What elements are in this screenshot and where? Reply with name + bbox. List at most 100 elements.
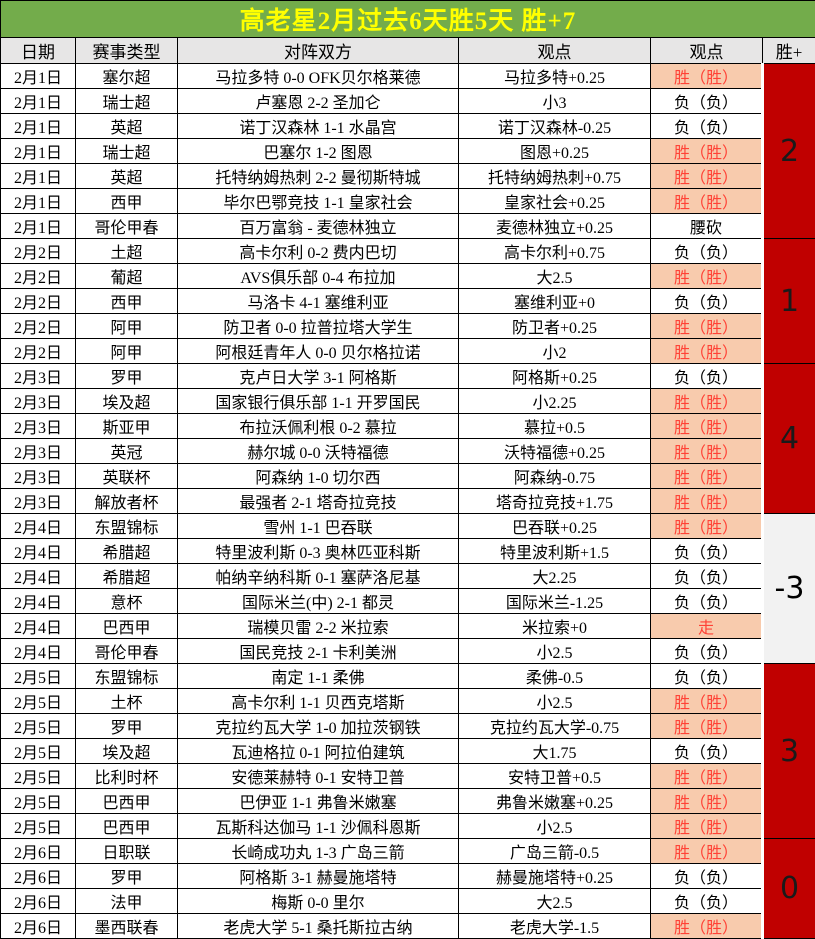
league-cell: 意杯 <box>76 589 178 614</box>
date-cell: 2月6日 <box>1 914 76 939</box>
match-cell: 长崎成功丸 1-3 广岛三箭 <box>178 839 459 864</box>
result-cell: 胜（胜） <box>651 514 763 539</box>
league-cell: 希腊超 <box>76 539 178 564</box>
date-cell: 2月4日 <box>1 564 76 589</box>
result-cell: 胜（胜） <box>651 189 763 214</box>
date-cell: 2月1日 <box>1 64 76 89</box>
league-cell: 斯亚甲 <box>76 414 178 439</box>
result-cell: 胜（胜） <box>651 339 763 364</box>
result-cell: 胜（胜） <box>651 389 763 414</box>
league-cell: 瑞士超 <box>76 89 178 114</box>
date-cell: 2月6日 <box>1 839 76 864</box>
pick-cell: 托特纳姆热刺+0.75 <box>459 164 651 189</box>
date-cell: 2月1日 <box>1 114 76 139</box>
pick-cell: 阿格斯+0.25 <box>459 364 651 389</box>
match-cell: 安德莱赫特 0-1 安特卫普 <box>178 764 459 789</box>
result-cell: 负（负） <box>651 639 763 664</box>
league-cell: 瑞士超 <box>76 139 178 164</box>
match-cell: 诺丁汉森林 1-1 水晶宫 <box>178 114 459 139</box>
result-cell: 负（负） <box>651 739 763 764</box>
win-sum-block: 0 <box>763 839 815 939</box>
league-cell: 英联杯 <box>76 464 178 489</box>
date-cell: 2月3日 <box>1 464 76 489</box>
column-header-win-sum: 胜+ <box>763 38 815 64</box>
result-cell: 负（负） <box>651 239 763 264</box>
result-cell: 负（负） <box>651 889 763 914</box>
league-cell: 法甲 <box>76 889 178 914</box>
match-cell: 马洛卡 4-1 塞维利亚 <box>178 289 459 314</box>
pick-cell: 塔奇拉竞技+1.75 <box>459 489 651 514</box>
column-header-date: 日期 <box>1 38 76 64</box>
match-cell: 巴塞尔 1-2 图恩 <box>178 139 459 164</box>
pick-cell: 特里波利斯+1.5 <box>459 539 651 564</box>
match-cell: AVS俱乐部 0-4 布拉加 <box>178 264 459 289</box>
result-cell: 负（负） <box>651 564 763 589</box>
pick-cell: 麦德林独立+0.25 <box>459 214 651 239</box>
date-cell: 2月3日 <box>1 414 76 439</box>
match-cell: 特里波利斯 0-3 奥林匹亚科斯 <box>178 539 459 564</box>
league-cell: 哥伦甲春 <box>76 639 178 664</box>
date-cell: 2月2日 <box>1 289 76 314</box>
league-cell: 西甲 <box>76 289 178 314</box>
pick-cell: 塞维利亚+0 <box>459 289 651 314</box>
match-cell: 雪州 1-1 巴吞联 <box>178 514 459 539</box>
page-title: 高老星2月过去6天胜5天 胜+7 <box>1 1 815 38</box>
date-cell: 2月2日 <box>1 239 76 264</box>
league-cell: 比利时杯 <box>76 764 178 789</box>
result-cell: 负（负） <box>651 864 763 889</box>
league-cell: 巴西甲 <box>76 789 178 814</box>
pick-cell: 小2.25 <box>459 389 651 414</box>
league-cell: 哥伦甲春 <box>76 214 178 239</box>
pick-cell: 图恩+0.25 <box>459 139 651 164</box>
result-cell: 胜（胜） <box>651 714 763 739</box>
result-cell: 胜（胜） <box>651 139 763 164</box>
match-cell: 南定 1-1 柔佛 <box>178 664 459 689</box>
date-cell: 2月1日 <box>1 139 76 164</box>
league-cell: 英超 <box>76 114 178 139</box>
league-cell: 解放者杯 <box>76 489 178 514</box>
win-sum-block: 4 <box>763 364 815 514</box>
pick-cell: 防卫者+0.25 <box>459 314 651 339</box>
date-cell: 2月5日 <box>1 789 76 814</box>
result-cell: 胜（胜） <box>651 814 763 839</box>
league-cell: 罗甲 <box>76 714 178 739</box>
title-bar: 高老星2月过去6天胜5天 胜+7 <box>1 1 815 38</box>
column-header-pick: 观点 <box>459 38 651 64</box>
match-cell: 帕纳辛纳科斯 0-1 塞萨洛尼基 <box>178 564 459 589</box>
date-cell: 2月6日 <box>1 864 76 889</box>
pick-cell: 大2.5 <box>459 889 651 914</box>
date-cell: 2月2日 <box>1 339 76 364</box>
date-cell: 2月4日 <box>1 589 76 614</box>
league-cell: 阿甲 <box>76 314 178 339</box>
win-sum-block: 1 <box>763 239 815 364</box>
match-cell: 梅斯 0-0 里尔 <box>178 889 459 914</box>
date-cell: 2月1日 <box>1 189 76 214</box>
pick-cell: 小2 <box>459 339 651 364</box>
match-cell: 巴伊亚 1-1 弗鲁米嫩塞 <box>178 789 459 814</box>
league-cell: 日职联 <box>76 839 178 864</box>
result-cell: 胜（胜） <box>651 439 763 464</box>
column-header-match: 对阵双方 <box>178 38 459 64</box>
result-cell: 胜（胜） <box>651 314 763 339</box>
pick-cell: 广岛三箭-0.5 <box>459 839 651 864</box>
pick-cell: 马拉多特+0.25 <box>459 64 651 89</box>
match-cell: 防卫者 0-0 拉普拉塔大学生 <box>178 314 459 339</box>
pick-cell: 慕拉+0.5 <box>459 414 651 439</box>
pick-cell: 高卡尔利+0.75 <box>459 239 651 264</box>
league-cell: 巴西甲 <box>76 814 178 839</box>
date-cell: 2月1日 <box>1 164 76 189</box>
